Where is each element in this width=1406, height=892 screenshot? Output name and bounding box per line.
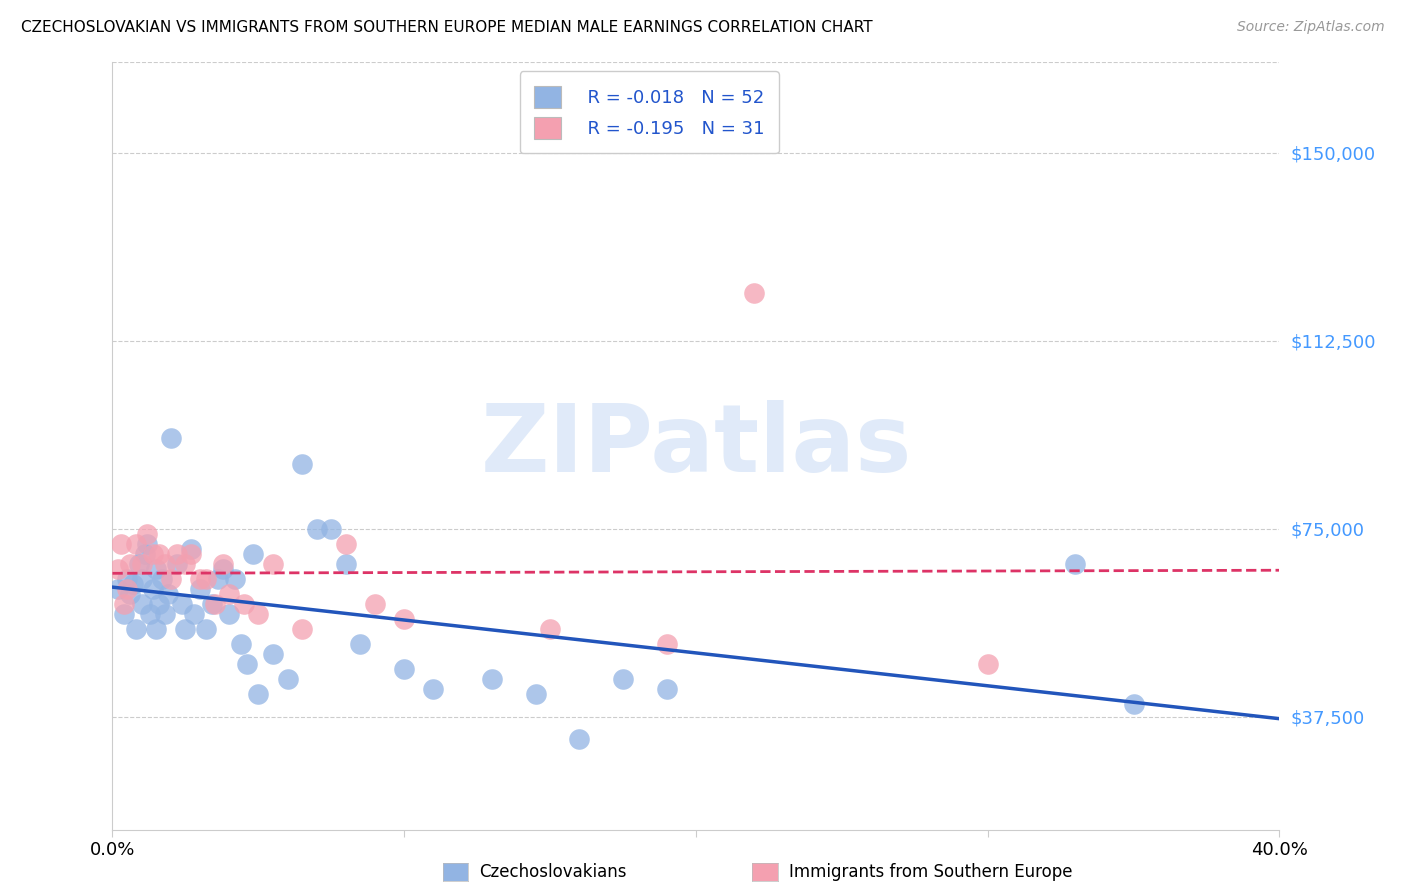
Point (247, 687, 270, 701)
Point (136, 537, 159, 551)
Point (349, 637, 371, 651)
Text: Source: ZipAtlas.com: Source: ZipAtlas.com (1237, 20, 1385, 34)
Point (107, 562, 129, 576)
Text: CZECHOSLOVAKIAN VS IMMIGRANTS FROM SOUTHERN EUROPE MEDIAN MALE EARNINGS CORRELAT: CZECHOSLOVAKIAN VS IMMIGRANTS FROM SOUTH… (21, 20, 873, 35)
Point (112, 597, 135, 611)
Point (180, 547, 202, 561)
Point (160, 572, 183, 586)
Point (188, 572, 211, 586)
Point (364, 597, 387, 611)
Point (194, 572, 217, 586)
Point (131, 572, 153, 586)
Point (172, 597, 194, 611)
Point (976, 657, 998, 672)
Point (131, 597, 153, 611)
Point (291, 457, 314, 471)
Point (481, 672, 503, 686)
Point (118, 587, 141, 601)
Point (183, 607, 205, 621)
Point (247, 607, 270, 621)
Point (229, 637, 252, 651)
Point (134, 547, 156, 561)
Point (112, 607, 135, 621)
Point (212, 562, 235, 576)
Point (142, 547, 165, 561)
Point (612, 672, 634, 686)
Point (115, 572, 138, 586)
Point (291, 622, 314, 636)
Point (742, 286, 765, 301)
Point (232, 597, 254, 611)
Point (145, 562, 167, 576)
Legend:   R = -0.018   N = 52,   R = -0.195   N = 31: R = -0.018 N = 52, R = -0.195 N = 31 (520, 71, 779, 153)
Point (204, 597, 226, 611)
Point (148, 547, 170, 561)
Point (166, 547, 188, 561)
Point (394, 612, 416, 626)
Point (148, 597, 170, 611)
Point (128, 557, 150, 571)
Point (218, 587, 240, 601)
Point (194, 622, 217, 636)
Point (153, 557, 176, 571)
Point (655, 637, 678, 651)
Text: Immigrants from Southern Europe: Immigrants from Southern Europe (789, 863, 1073, 881)
Point (242, 547, 264, 561)
Point (166, 557, 188, 571)
Point (136, 526, 159, 541)
Point (422, 682, 444, 697)
Point (174, 557, 197, 571)
Point (142, 582, 165, 596)
Point (188, 582, 211, 596)
Point (180, 541, 202, 556)
Point (131, 557, 153, 571)
Text: Czechoslovakians: Czechoslovakians (479, 863, 627, 881)
Point (524, 687, 547, 701)
Point (224, 572, 246, 586)
Point (110, 537, 132, 551)
Point (305, 522, 328, 536)
Point (125, 622, 148, 636)
Point (174, 622, 197, 636)
Point (655, 682, 678, 697)
Point (207, 572, 229, 586)
Point (150, 572, 173, 586)
Point (335, 557, 357, 571)
Point (156, 587, 179, 601)
Point (335, 537, 357, 551)
Point (145, 622, 167, 636)
Point (125, 537, 148, 551)
Point (160, 432, 183, 446)
Point (262, 557, 284, 571)
Point (115, 582, 138, 596)
Point (153, 607, 176, 621)
Point (1122, 697, 1144, 711)
Point (212, 557, 235, 571)
Point (538, 622, 561, 636)
Point (568, 732, 591, 747)
Point (235, 657, 257, 672)
Point (262, 647, 284, 661)
Point (122, 577, 145, 591)
Point (276, 672, 298, 686)
Text: ZIPatlas: ZIPatlas (481, 400, 911, 492)
Point (201, 597, 224, 611)
Point (118, 557, 141, 571)
Point (107, 582, 129, 596)
Point (394, 662, 416, 676)
Point (1064, 557, 1087, 571)
Point (321, 522, 343, 536)
Point (218, 607, 240, 621)
Point (139, 607, 162, 621)
